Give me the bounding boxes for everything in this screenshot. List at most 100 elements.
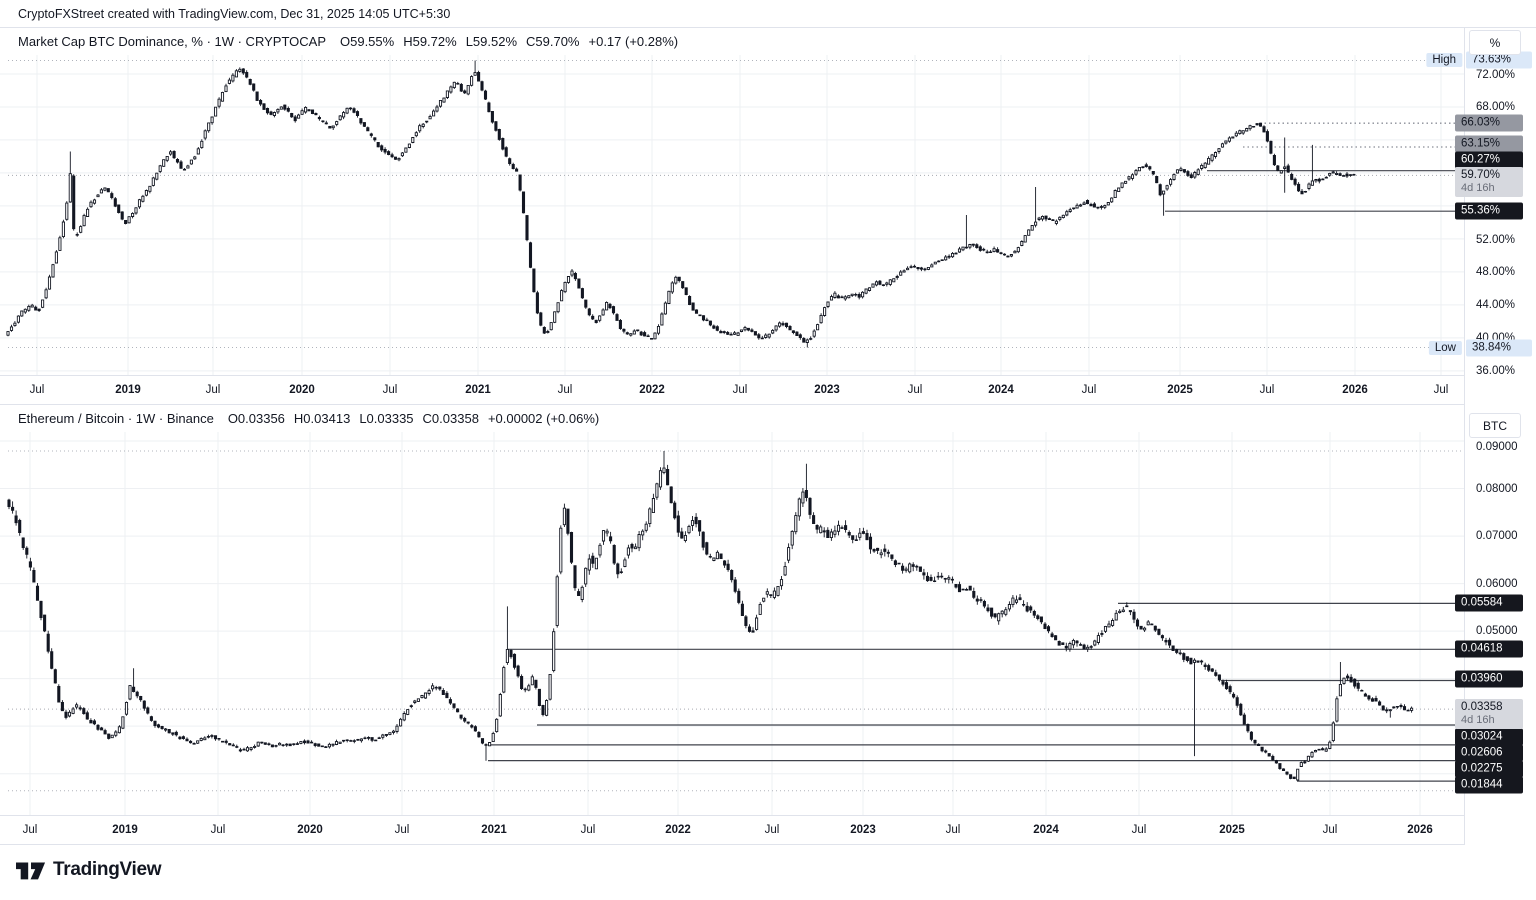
ethbtc-ohlc: O0.03356 H0.03413 L0.03335 C0.03358 +0.00002…: [228, 411, 608, 426]
price-badge-0.03960: 0.03960: [1455, 670, 1523, 688]
candle-wicks: [8, 451, 1413, 781]
time-tick-2020: 2020: [297, 824, 323, 836]
dominance-ohlc: O59.55% H59.72% L59.52% C59.70% +0.17 (+0.28…: [340, 34, 687, 49]
ethbtc-panel-header: Ethereum / Bitcoin · 1W · Binance O0.033…: [18, 405, 608, 432]
close-value: C0.03358: [422, 411, 479, 426]
ethbtc-chart-canvas[interactable]: [0, 432, 1464, 815]
tradingview-logo-text: TradingView: [53, 859, 162, 880]
dominance-symbol-title: Market Cap BTC Dominance, % · 1W · CRYPT…: [18, 34, 326, 49]
low-marker-label: Low: [1428, 341, 1462, 355]
tradingview-logo[interactable]: TradingView: [16, 857, 162, 883]
time-tick-2024: 2024: [1033, 824, 1059, 836]
time-tick-2025: 2025: [1219, 824, 1245, 836]
tradingview-logo-icon: [16, 862, 46, 880]
time-tick-Jul: Jul: [1433, 384, 1449, 396]
time-tick-2025: 2025: [1167, 384, 1193, 396]
down-candles: [34, 68, 1356, 343]
time-tick-Jul: Jul: [907, 384, 923, 396]
countdown-label: 4d 16h: [1461, 182, 1495, 194]
time-tick-Jul: Jul: [764, 824, 780, 836]
percent-unit-label: %: [1469, 30, 1521, 55]
price-badge-38.84%: 38.84%: [1466, 339, 1532, 357]
time-tick-2023: 2023: [850, 824, 876, 836]
price-tick-36.00%: 36.00%: [1476, 365, 1516, 377]
time-tick-Jul: Jul: [29, 384, 45, 396]
time-tick-2021: 2021: [481, 824, 507, 836]
ethbtc-symbol-title: Ethereum / Bitcoin · 1W · Binance: [18, 411, 214, 426]
close-value: C59.70%: [526, 34, 580, 49]
time-tick-Jul: Jul: [732, 384, 748, 396]
time-tick-2022: 2022: [639, 384, 665, 396]
dominance-time-axis[interactable]: Jul 2019 Jul 2020 Jul 2021 Jul 2022 Jul 2023 Jul 20…: [0, 375, 1464, 405]
price-tick-72.00%: 72.00%: [1476, 69, 1516, 81]
time-tick-Jul: Jul: [1322, 824, 1338, 836]
time-tick-2019: 2019: [112, 824, 138, 836]
price-tick-0.06000: 0.06000: [1476, 578, 1518, 590]
attribution-text: CryptoFXStreet created with TradingView.…: [18, 6, 451, 21]
price-tick-0.09000: 0.09000: [1476, 441, 1518, 453]
price-tick-0.07000: 0.07000: [1476, 530, 1518, 542]
price-badge-0.03024: 0.03024: [1455, 728, 1523, 746]
time-tick-Jul: Jul: [382, 384, 398, 396]
time-tick-2019: 2019: [115, 384, 141, 396]
time-tick-2026: 2026: [1342, 384, 1368, 396]
time-tick-2026: 2026: [1407, 824, 1433, 836]
price-badge-0.03358: 0.03358 4d 16h: [1455, 699, 1523, 729]
time-tick-Jul: Jul: [210, 824, 226, 836]
high-marker-label: High: [1426, 53, 1462, 67]
time-tick-Jul: Jul: [557, 384, 573, 396]
time-tick-Jul: Jul: [945, 824, 961, 836]
h-gridlines: [0, 440, 1464, 775]
price-badge-60.27%: 60.27%: [1455, 151, 1523, 169]
v-gridlines: [29, 432, 1421, 815]
price-scale[interactable]: % BTC 72.00% 68.00% 52.00% 48.00% 44.00% 40.0…: [1455, 28, 1536, 845]
open-value: O59.55%: [340, 34, 395, 49]
open-value: O0.03356: [227, 411, 285, 426]
price-badge-0.04618: 0.04618: [1455, 640, 1523, 658]
dominance-chart-canvas[interactable]: [0, 55, 1464, 375]
price-tick-68.00%: 68.00%: [1476, 101, 1516, 113]
attribution-bar: CryptoFXStreet created with TradingView.…: [0, 0, 1536, 28]
price-badge-66.03%: 66.03%: [1455, 114, 1523, 132]
price-badge-0.01844: 0.01844: [1455, 776, 1523, 794]
price-tick-44.00%: 44.00%: [1476, 299, 1516, 311]
ethbtc-time-axis[interactable]: Jul 2019 Jul 2020 Jul 2021 Jul 2022 Jul 2023 Jul 20…: [0, 815, 1464, 845]
price-badge-0.02275: 0.02275: [1455, 760, 1523, 778]
price-tick-52.00%: 52.00%: [1476, 234, 1516, 246]
time-tick-Jul: Jul: [580, 824, 596, 836]
high-value: H0.03413: [293, 411, 351, 426]
price-tick-0.08000: 0.08000: [1476, 483, 1518, 495]
price-badge-59.70%: 59.70% 4d 16h: [1455, 167, 1523, 197]
change-value: +0.17 (+0.28%): [588, 34, 679, 49]
high-value: H59.72%: [403, 34, 457, 49]
price-tick-48.00%: 48.00%: [1476, 266, 1516, 278]
btc-unit-label: BTC: [1469, 413, 1521, 438]
h-gridlines: [0, 73, 1464, 372]
time-tick-Jul: Jul: [22, 824, 38, 836]
time-tick-Jul: Jul: [205, 384, 221, 396]
time-tick-Jul: Jul: [394, 824, 410, 836]
up-candles: [67, 467, 1414, 781]
time-tick-2024: 2024: [988, 384, 1014, 396]
time-tick-2020: 2020: [289, 384, 315, 396]
down-candles: [7, 469, 1407, 780]
price-badge-73.63%: 73.63%: [1466, 51, 1532, 69]
price-badge-0.05584: 0.05584: [1455, 594, 1523, 612]
up-candles: [6, 68, 1353, 343]
change-value: +0.00002 (+0.06%): [487, 411, 600, 426]
price-tick-0.05000: 0.05000: [1476, 625, 1518, 637]
dominance-panel-header: Market Cap BTC Dominance, % · 1W · CRYPT…: [18, 28, 687, 55]
price-badge-55.36%: 55.36%: [1455, 202, 1523, 220]
price-badge-63.15%: 63.15%: [1455, 135, 1523, 153]
low-value: L59.52%: [465, 34, 518, 49]
time-tick-2022: 2022: [665, 824, 691, 836]
time-tick-Jul: Jul: [1131, 824, 1147, 836]
time-tick-2023: 2023: [814, 384, 840, 396]
low-value: L0.03335: [359, 411, 414, 426]
time-tick-Jul: Jul: [1259, 384, 1275, 396]
price-badge-0.02606: 0.02606: [1455, 744, 1523, 762]
countdown-label: 4d 16h: [1461, 714, 1495, 726]
time-tick-Jul: Jul: [1081, 384, 1097, 396]
time-tick-2021: 2021: [465, 384, 491, 396]
